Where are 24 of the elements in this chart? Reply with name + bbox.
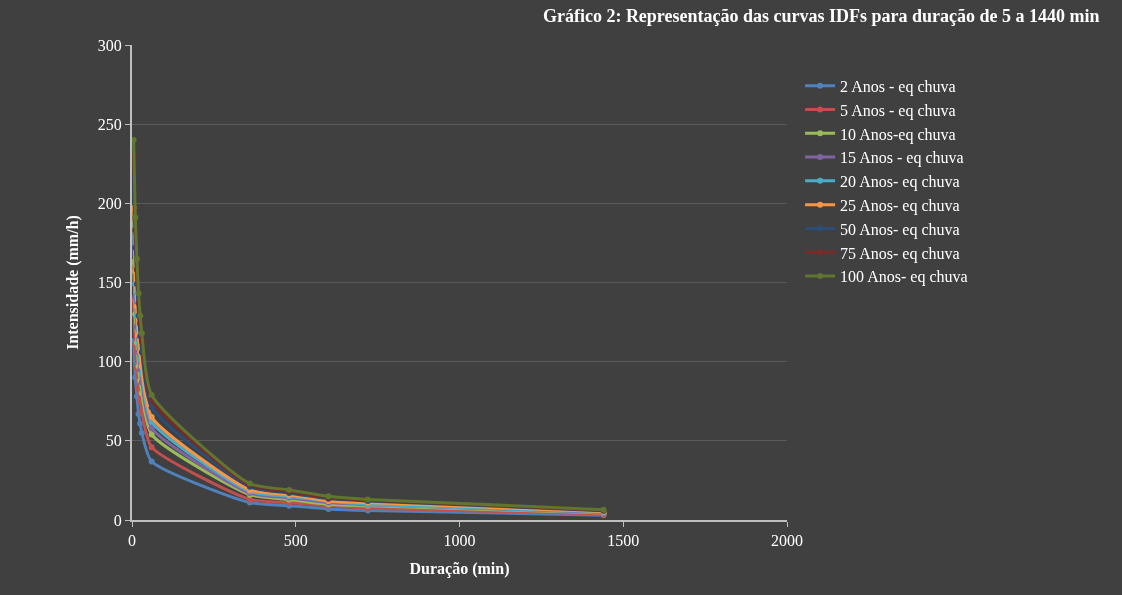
legend-label: 10 Anos-eq chuva xyxy=(840,125,956,144)
legend-label: 25 Anos- eq chuva xyxy=(840,196,960,215)
y-tick-label: 300 xyxy=(97,36,122,54)
legend-label: 2 Anos - eq chuva xyxy=(840,77,956,96)
y-tick-label: 150 xyxy=(97,274,122,292)
y-tick-label: 100 xyxy=(97,353,122,371)
x-tick-label: 500 xyxy=(283,532,308,550)
y-tick-label: 250 xyxy=(97,115,122,133)
x-tick-label: 0 xyxy=(128,532,136,550)
legend-label: 5 Anos - eq chuva xyxy=(840,101,956,120)
y-tick-label: 200 xyxy=(97,194,122,212)
legend-label: 20 Anos- eq chuva xyxy=(840,173,960,192)
x-tick-label: 2000 xyxy=(771,532,803,550)
y-tick-label: 0 xyxy=(113,511,122,529)
x-axis-title: Duração (min) xyxy=(409,560,510,579)
x-tick-label: 1500 xyxy=(607,532,640,550)
legend-label: 100 Anos- eq chuva xyxy=(840,268,968,287)
y-tick-label: 50 xyxy=(105,432,122,450)
legend-label: 15 Anos - eq chuva xyxy=(840,149,964,168)
x-tick-label: 1000 xyxy=(443,532,476,550)
y-axis-title: Intensidade (mm/h) xyxy=(64,215,83,350)
legend-label: 75 Anos- eq chuva xyxy=(840,244,960,263)
legend-label: 50 Anos- eq chuva xyxy=(840,220,960,239)
chart-title: Gráfico 2: Representação das curvas IDFs para duração de 5 a 1440 min xyxy=(542,5,1100,26)
